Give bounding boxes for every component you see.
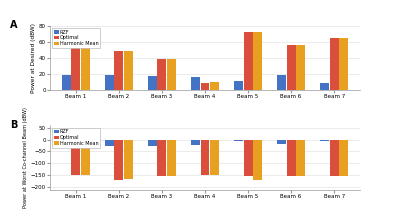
Bar [62, 75, 71, 90]
Bar [210, 82, 219, 90]
Bar [296, 140, 305, 176]
Legend: RZF, Optimal, Harmonic Mean: RZF, Optimal, Harmonic Mean [52, 128, 100, 148]
Bar [191, 140, 200, 145]
Bar [158, 140, 166, 176]
Bar [81, 40, 90, 90]
Y-axis label: Power at Desired (dBW): Power at Desired (dBW) [31, 23, 36, 93]
Bar [191, 77, 200, 90]
Legend: RZF, Optimal, Harmonic Mean: RZF, Optimal, Harmonic Mean [52, 28, 100, 48]
Bar [244, 140, 252, 176]
Text: B: B [10, 120, 17, 130]
Bar [277, 75, 286, 90]
Bar [234, 81, 243, 90]
Bar [287, 140, 296, 176]
Bar [339, 140, 348, 176]
Bar [71, 140, 80, 175]
Bar [234, 140, 243, 141]
Bar [339, 38, 348, 90]
Bar [253, 32, 262, 90]
Bar [81, 140, 90, 175]
Bar [244, 32, 252, 90]
Text: A: A [10, 20, 17, 30]
Bar [200, 83, 210, 90]
Bar [200, 140, 210, 175]
Bar [330, 38, 339, 90]
Bar [148, 76, 157, 90]
Bar [210, 140, 219, 175]
Bar [105, 140, 114, 146]
Bar [114, 51, 123, 90]
Bar [320, 83, 329, 90]
Bar [148, 140, 157, 145]
Bar [287, 45, 296, 90]
Bar [124, 51, 133, 90]
Bar [105, 75, 114, 90]
Bar [71, 40, 80, 90]
Bar [114, 140, 123, 180]
Bar [277, 140, 286, 144]
Bar [330, 140, 339, 176]
Bar [296, 45, 305, 90]
Y-axis label: Power at Worst Co-channel Beam (dBW): Power at Worst Co-channel Beam (dBW) [23, 107, 28, 208]
Bar [167, 59, 176, 90]
Bar [320, 140, 329, 141]
Bar [62, 140, 71, 145]
Bar [253, 140, 262, 180]
Bar [158, 59, 166, 90]
Bar [124, 140, 133, 179]
Bar [167, 140, 176, 176]
